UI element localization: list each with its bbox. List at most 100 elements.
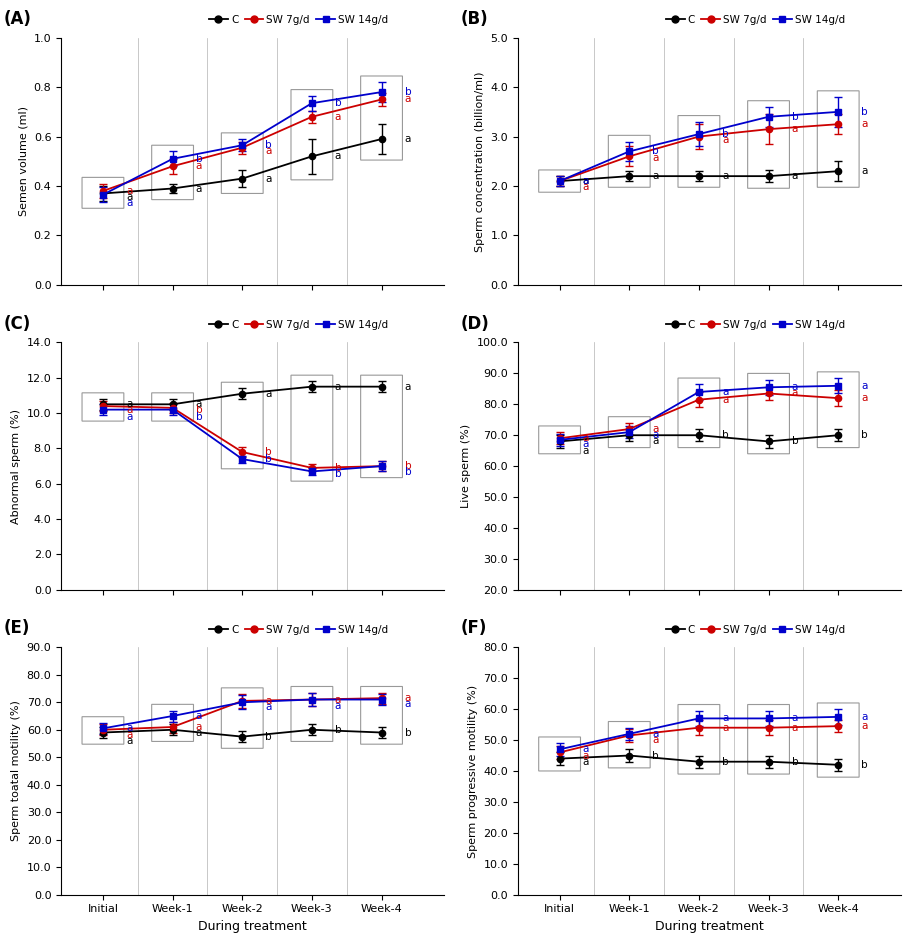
Y-axis label: Abnormal sperm (%): Abnormal sperm (%) [11, 409, 21, 524]
Text: a: a [195, 722, 201, 732]
Text: (A): (A) [4, 9, 32, 27]
Text: b: b [265, 454, 271, 464]
Text: a: a [195, 399, 201, 410]
Text: b: b [791, 757, 797, 767]
Text: a: a [722, 714, 728, 723]
Text: a: a [860, 166, 866, 177]
Text: a: a [791, 171, 797, 181]
Text: a: a [582, 177, 589, 186]
Text: a: a [860, 119, 866, 129]
Text: a: a [334, 151, 341, 161]
Text: a: a [722, 171, 728, 181]
Text: b: b [860, 430, 867, 440]
Text: a: a [334, 700, 341, 711]
X-axis label: During treatment: During treatment [654, 919, 763, 933]
Text: b: b [195, 154, 202, 164]
Legend: C, SW 7g/d, SW 14g/d: C, SW 7g/d, SW 14g/d [205, 10, 392, 29]
Text: b: b [860, 760, 867, 769]
Text: a: a [126, 412, 132, 422]
Text: a: a [582, 750, 589, 761]
Text: a: a [791, 714, 797, 723]
Text: a: a [265, 174, 271, 184]
Text: a: a [791, 382, 797, 393]
Legend: C, SW 7g/d, SW 14g/d: C, SW 7g/d, SW 14g/d [660, 315, 848, 334]
Text: a: a [404, 700, 411, 709]
Text: a: a [195, 183, 201, 194]
Text: b: b [334, 98, 341, 109]
Text: b: b [334, 469, 341, 480]
Text: b: b [404, 87, 411, 97]
Text: a: a [722, 723, 728, 733]
Text: a: a [651, 436, 658, 447]
Text: a: a [195, 711, 201, 721]
Text: a: a [404, 134, 411, 144]
Text: a: a [791, 723, 797, 733]
Text: a: a [265, 702, 271, 712]
Text: (C): (C) [4, 314, 31, 332]
Text: a: a [126, 730, 132, 739]
Legend: C, SW 7g/d, SW 14g/d: C, SW 7g/d, SW 14g/d [660, 620, 848, 639]
Text: b: b [195, 406, 202, 415]
Text: a: a [195, 728, 201, 738]
Text: b: b [722, 757, 728, 767]
Text: b: b [195, 412, 202, 422]
Text: (B): (B) [460, 9, 487, 27]
Text: a: a [334, 695, 341, 704]
Text: a: a [791, 389, 797, 398]
Y-axis label: Semen volume (ml): Semen volume (ml) [18, 107, 28, 216]
Text: a: a [404, 693, 411, 703]
Text: a: a [791, 125, 797, 134]
Text: a: a [126, 186, 132, 196]
Text: a: a [334, 111, 341, 122]
Text: a: a [195, 161, 201, 171]
Text: a: a [126, 735, 132, 746]
Text: a: a [126, 406, 132, 415]
Legend: C, SW 7g/d, SW 14g/d: C, SW 7g/d, SW 14g/d [660, 10, 848, 29]
Text: b: b [722, 129, 728, 139]
Text: a: a [265, 389, 271, 398]
Text: b: b [334, 725, 341, 734]
Text: a: a [651, 153, 658, 162]
Text: a: a [265, 146, 271, 157]
Text: (F): (F) [460, 619, 486, 637]
Text: b: b [651, 146, 658, 157]
Text: a: a [722, 135, 728, 145]
Text: b: b [265, 732, 271, 742]
X-axis label: During treatment: During treatment [198, 919, 307, 933]
Text: b: b [791, 436, 797, 447]
Text: a: a [582, 744, 589, 754]
Text: a: a [651, 729, 658, 739]
Text: b: b [404, 467, 411, 478]
Text: a: a [334, 381, 341, 392]
Text: a: a [126, 198, 132, 209]
Text: b: b [265, 141, 271, 150]
Text: a: a [651, 424, 658, 434]
Text: b: b [265, 447, 271, 457]
Text: (D): (D) [460, 314, 488, 332]
Text: b: b [334, 463, 341, 473]
Text: a: a [582, 182, 589, 193]
Legend: C, SW 7g/d, SW 14g/d: C, SW 7g/d, SW 14g/d [205, 620, 392, 639]
Legend: C, SW 7g/d, SW 14g/d: C, SW 7g/d, SW 14g/d [205, 315, 392, 334]
Text: a: a [860, 712, 866, 722]
Text: a: a [860, 393, 866, 403]
Text: a: a [582, 433, 589, 444]
Text: b: b [404, 461, 411, 471]
Text: b: b [722, 430, 728, 440]
Y-axis label: Sperm toatal motility (%): Sperm toatal motility (%) [11, 700, 21, 841]
Text: a: a [582, 757, 589, 767]
Text: a: a [582, 440, 589, 449]
Text: a: a [126, 399, 132, 410]
Text: a: a [582, 177, 589, 186]
Text: b: b [404, 728, 411, 737]
Text: b: b [651, 750, 658, 761]
Text: a: a [722, 395, 728, 405]
Text: a: a [722, 387, 728, 397]
Text: a: a [651, 735, 658, 745]
Y-axis label: Sperm concentration (billion/ml): Sperm concentration (billion/ml) [475, 71, 485, 251]
Text: a: a [404, 94, 411, 105]
Text: a: a [651, 171, 658, 181]
Text: a: a [265, 696, 271, 706]
Text: a: a [582, 446, 589, 456]
Y-axis label: Live sperm (%): Live sperm (%) [460, 424, 470, 508]
